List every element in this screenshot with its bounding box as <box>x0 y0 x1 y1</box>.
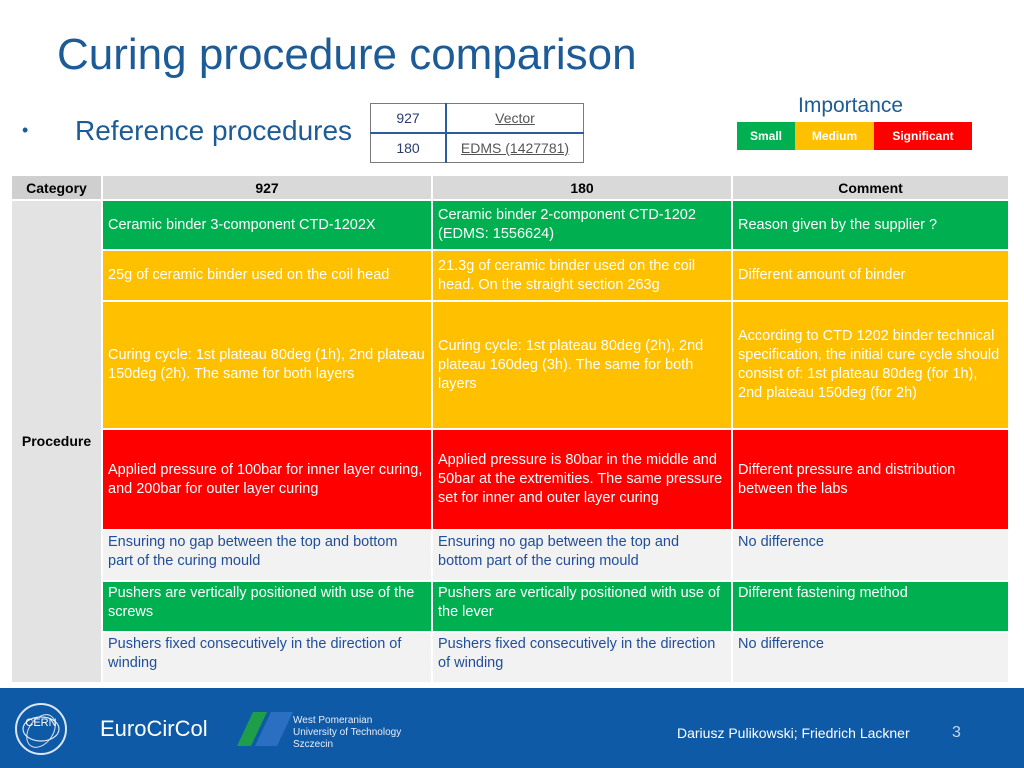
importance-title: Importance <box>798 94 904 117</box>
importance-medium-badge: Medium <box>795 122 874 150</box>
cell-927: Pushers are vertically positioned with u… <box>101 580 433 633</box>
cell-927: Applied pressure of 100bar for inner lay… <box>101 428 433 531</box>
cell-comment: Different fastening method <box>731 580 1010 633</box>
university-name: West Pomeranian University of Technology… <box>293 715 401 751</box>
header-comment: Comment <box>731 174 1010 201</box>
reference-id: 927 <box>370 103 447 134</box>
university-line: Szczecin <box>293 739 334 750</box>
cell-180: Ceramic binder 2-component CTD-1202 (EDM… <box>431 199 733 251</box>
eurocircol-logo: EuroCirCol <box>100 716 208 741</box>
table-row: Curing cycle: 1st plateau 80deg (1h), 2n… <box>11 300 1010 430</box>
cell-927: 25g of ceramic binder used on the coil h… <box>101 249 433 302</box>
comparison-table: Category 927 180 Comment Procedure Ceram… <box>10 174 1010 684</box>
table-row: Procedure Ceramic binder 3-component CTD… <box>10 199 1010 684</box>
cell-180: Pushers are vertically positioned with u… <box>431 580 733 633</box>
cell-180: Applied pressure is 80bar in the middle … <box>431 428 733 531</box>
footer-bar <box>0 688 1024 768</box>
reference-id: 180 <box>370 132 447 163</box>
cell-927: Ceramic binder 3-component CTD-1202X <box>101 199 433 251</box>
cell-comment: Different pressure and distribution betw… <box>731 428 1010 531</box>
zut-logo-icon <box>237 712 293 746</box>
cell-180: 21.3g of ceramic binder used on the coil… <box>431 249 733 302</box>
cell-180: Pushers fixed consecutively in the direc… <box>431 631 733 684</box>
reference-table: 927 Vector 180 EDMS (1427781) <box>370 103 584 163</box>
header-180: 180 <box>431 174 733 201</box>
table-row: Ensuring no gap between the top and bott… <box>11 529 1010 582</box>
cell-comment: No difference <box>731 631 1010 684</box>
university-line: University of Technology <box>293 727 402 738</box>
reference-procedures-label: Reference procedures <box>75 115 353 146</box>
header-row: Category 927 180 Comment <box>10 174 1010 201</box>
reference-link-vector[interactable]: Vector <box>445 103 584 134</box>
cell-comment: Reason given by the supplier ? <box>731 199 1010 251</box>
header-927: 927 <box>101 174 433 201</box>
cell-927: Ensuring no gap between the top and bott… <box>101 529 433 582</box>
table-row: Pushers are vertically positioned with u… <box>11 580 1010 633</box>
table-row: Pushers fixed consecutively in the direc… <box>11 631 1010 684</box>
cern-logo-text: CERN <box>25 717 56 729</box>
cell-comment: According to CTD 1202 binder technical s… <box>731 300 1010 430</box>
authors: Dariusz Pulikowski; Friedrich Lackner <box>677 725 910 741</box>
page-number: 3 <box>952 724 961 741</box>
importance-small-badge: Small <box>737 122 795 150</box>
cell-927: Pushers fixed consecutively in the direc… <box>101 631 433 684</box>
header-category: Category <box>10 174 103 201</box>
reference-link-edms[interactable]: EDMS (1427781) <box>445 132 584 163</box>
cell-comment: No difference <box>731 529 1010 582</box>
cell-180: Curing cycle: 1st plateau 80deg (2h), 2n… <box>431 300 733 430</box>
slide-title: Curing procedure comparison <box>57 30 637 79</box>
cell-927: Curing cycle: 1st plateau 80deg (1h), 2n… <box>101 300 433 430</box>
category-cell: Procedure <box>10 199 103 684</box>
cern-logo-icon: CERN <box>15 703 67 755</box>
reference-row: 180 EDMS (1427781) <box>370 132 584 163</box>
university-line: West Pomeranian <box>293 715 373 726</box>
cell-180: Ensuring no gap between the top and bott… <box>431 529 733 582</box>
table-row: 25g of ceramic binder used on the coil h… <box>11 249 1010 302</box>
bullet-marker: • <box>22 120 29 140</box>
importance-significant-badge: Significant <box>874 122 972 150</box>
reference-row: 927 Vector <box>370 103 584 134</box>
cell-comment: Different amount of binder <box>731 249 1010 302</box>
table-row: Applied pressure of 100bar for inner lay… <box>11 428 1010 531</box>
